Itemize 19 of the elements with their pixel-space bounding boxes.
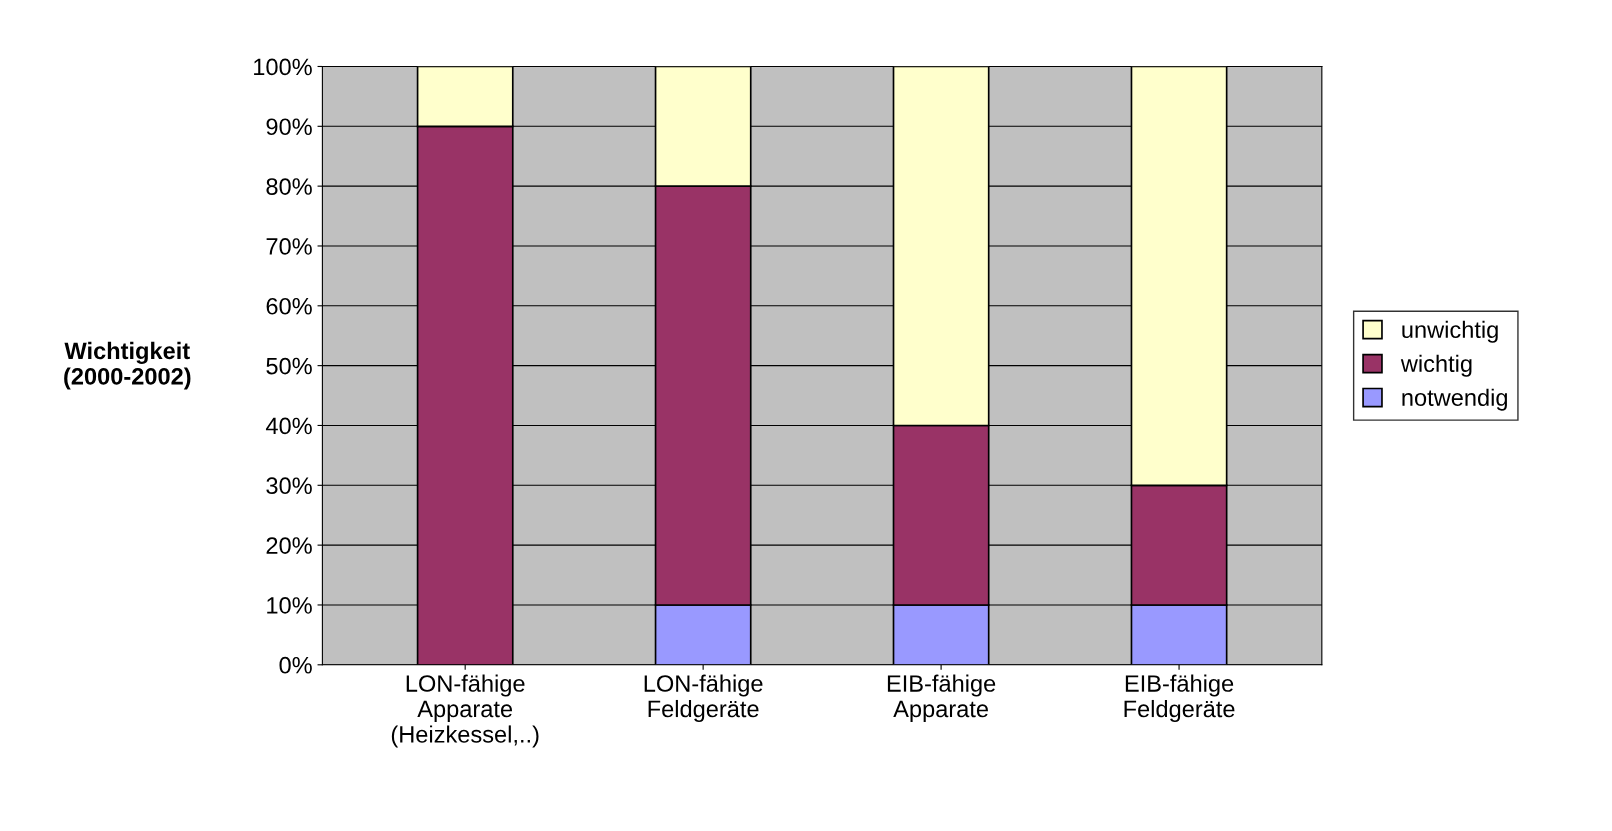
y-tick-label: 30% — [266, 477, 312, 495]
y-tick-label: 40% — [265, 417, 312, 435]
x-tick-label: LON-fähige Feldgeräte — [644, 674, 763, 722]
y-tick-label: 60% — [266, 297, 312, 315]
legend-label: notwendig — [1402, 388, 1507, 411]
y-tick-label: 100% — [254, 58, 312, 76]
legend-label: wichtig — [1400, 354, 1472, 377]
y-tick-label: 10% — [267, 597, 312, 614]
y-tick-label: 0% — [279, 656, 312, 674]
legend-label: unwichtig — [1402, 320, 1498, 343]
y-axis-title: Wichtigkeit (2000-2002) — [64, 341, 191, 390]
y-tick-label: 20% — [266, 537, 312, 554]
y-tick-label: 90% — [266, 118, 312, 136]
x-tick-label: LON-fähige Apparate (Heizkessel,..) — [391, 674, 539, 748]
x-tick-label: EIB-fähige Feldgeräte — [1124, 674, 1235, 722]
y-tick-label: 50% — [266, 357, 312, 375]
x-tick-label: EIB-fähige Apparate — [887, 674, 996, 722]
y-tick-label: 70% — [266, 238, 312, 255]
y-tick-label: 80% — [266, 178, 312, 195]
